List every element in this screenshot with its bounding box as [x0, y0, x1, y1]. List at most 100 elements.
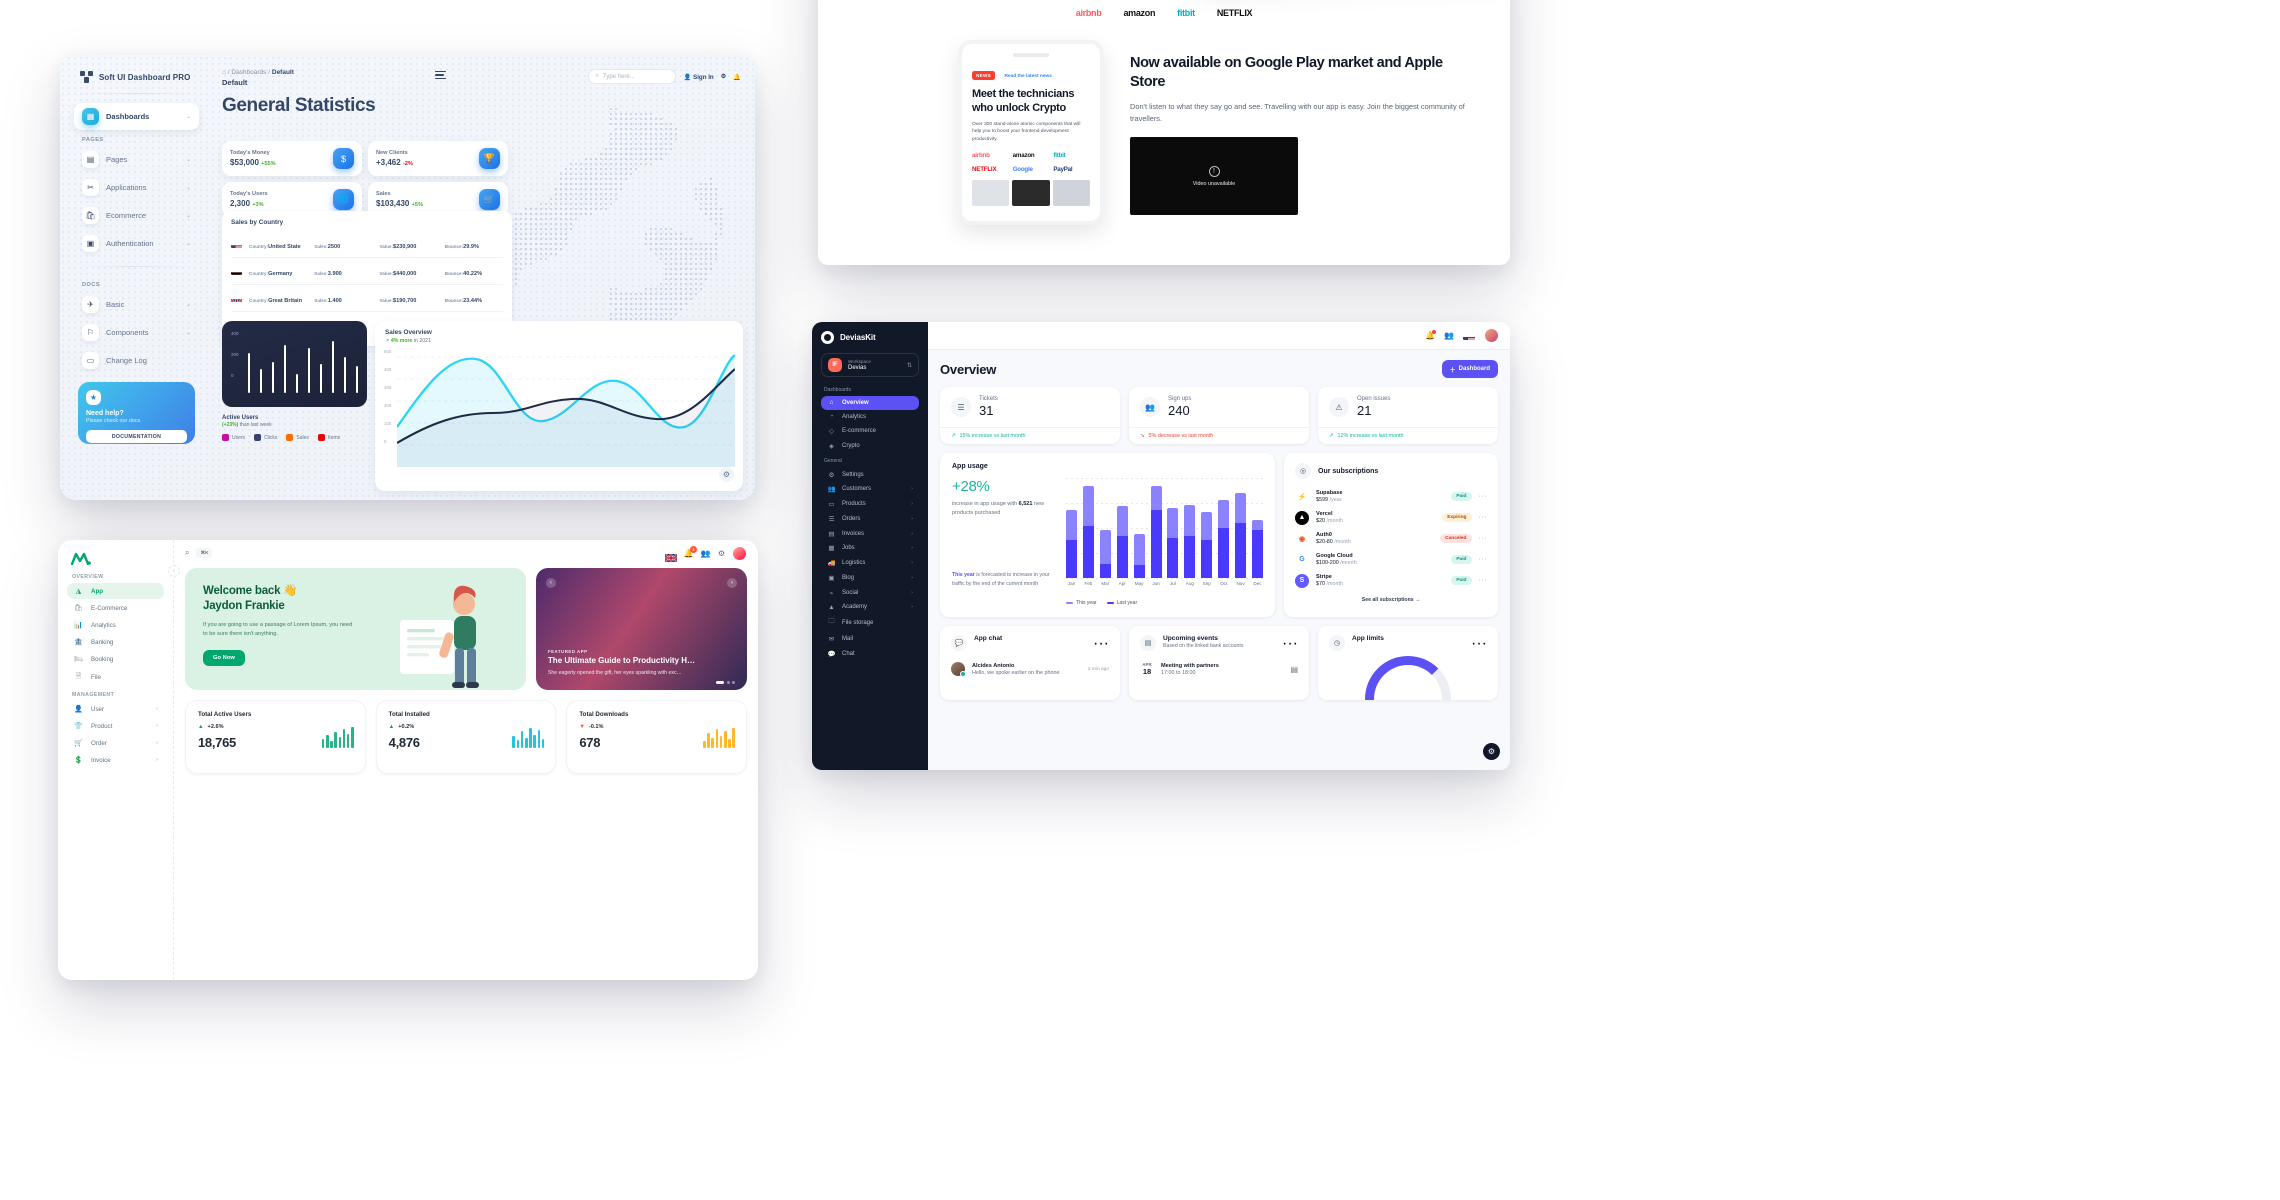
dashboard-button[interactable]: ＋ Dashboard: [1441, 360, 1498, 378]
sidebar-item-app[interactable]: ◮ App: [67, 583, 164, 599]
breadcrumb-dashboards[interactable]: Dashboards: [231, 69, 267, 76]
contacts-icon[interactable]: 👥: [1444, 331, 1454, 340]
sidebar-item-academy[interactable]: ▲ Academy ›: [821, 600, 919, 614]
sidebar-item-applications[interactable]: ✂ Applications ⌄: [74, 174, 199, 201]
bell-icon[interactable]: 🔔 4: [684, 545, 697, 558]
sidebar-item-customers[interactable]: 👥 Customers ›: [821, 482, 919, 497]
news-link[interactable]: Read the latest news: [1004, 74, 1052, 79]
more-options-icon[interactable]: ···: [1282, 635, 1298, 652]
contacts-icon[interactable]: 👥: [700, 548, 711, 558]
workspace-switcher[interactable]: IF Workspace Devias ⇅: [821, 353, 919, 377]
event-row[interactable]: APR 18 Meeting with partners 17:00 to 18…: [1140, 662, 1298, 676]
sparkline-bar: [529, 728, 532, 748]
stat-card-new-clients[interactable]: New Clients +3,462 -2% 🏆: [368, 141, 508, 176]
x-tick: Feb: [1084, 581, 1093, 586]
table-row[interactable]: Country:United State Sales:2500 Value:$230…: [231, 231, 503, 257]
stat-card-signups[interactable]: 👥 Sign ups 240 ↘ 5% decrease vs last mon…: [1129, 387, 1309, 444]
stat-card-total-installed[interactable]: Total Installed ▲ +0.2% 4,876: [375, 700, 557, 774]
subscription-name: Google Cloud: [1316, 553, 1353, 559]
sidebar-collapse-button[interactable]: ‹: [168, 565, 180, 577]
menu-toggle-icon[interactable]: [435, 69, 447, 81]
uk-flag-icon[interactable]: [664, 549, 678, 563]
avatar[interactable]: [1484, 328, 1499, 343]
sidebar-item-file-storage[interactable]: 🗀 File storage: [821, 614, 919, 632]
bar-column: [1066, 510, 1077, 578]
more-options-icon[interactable]: ···: [1478, 493, 1487, 500]
sidebar-item-invoices[interactable]: ▤ Invoices ›: [821, 526, 919, 541]
home-icon[interactable]: ⌂: [222, 69, 226, 76]
table-row[interactable]: Country:Germany Sales:3.900 Value:$440,000…: [231, 257, 503, 284]
stat-card-todays-money[interactable]: Today's Money $53,000 +55% $: [222, 141, 362, 176]
settings-icon[interactable]: ⚙: [717, 548, 725, 558]
stat-card-tickets[interactable]: ☰ Tickets 31 ↗ 15% increase vs last mont…: [940, 387, 1120, 444]
subscription-row[interactable]: ▲ Vercel $20 /month Expiring ···: [1295, 507, 1487, 528]
more-options-icon[interactable]: ···: [1478, 556, 1487, 563]
documentation-button[interactable]: DOCUMENTATION: [86, 430, 187, 443]
sidebar-item-basic[interactable]: ✈ Basic ⌄: [74, 291, 199, 318]
sidebar-item-analytics[interactable]: 📊 Analytics: [67, 617, 164, 633]
sidebar-item-invoice[interactable]: 💲 Invoice ›: [67, 752, 164, 768]
stat-card-total-active-users[interactable]: Total Active Users ▲ +2.6% 18,765: [185, 700, 366, 774]
sidebar-item-booking[interactable]: 🛏 Booking: [67, 651, 164, 667]
sidebar-item-crypto[interactable]: ◈ Crypto: [821, 438, 919, 453]
search-icon[interactable]: ⌕: [185, 548, 190, 557]
carousel-next-button[interactable]: ›: [727, 578, 737, 588]
sidebar-item-product[interactable]: 👕 Product ›: [67, 718, 164, 734]
more-options-icon[interactable]: ···: [1093, 635, 1109, 652]
subscription-row[interactable]: ⚡ Supabase $599 /year Paid ···: [1295, 486, 1487, 507]
sidebar-item-social[interactable]: ⌁ Social ›: [821, 585, 919, 600]
avatar[interactable]: [732, 545, 747, 561]
sidebar-item-authentication[interactable]: ▣ Authentication ⌄: [74, 230, 199, 257]
softui-brand[interactable]: Soft UI Dashboard PRO: [74, 65, 199, 84]
sidebar-item-settings[interactable]: ⚙ Settings: [821, 467, 919, 482]
more-options-icon[interactable]: ···: [1478, 514, 1487, 521]
search-input[interactable]: ⌕ Type here...: [587, 69, 676, 84]
sidebar-item-logistics[interactable]: 🚚 Logistics ›: [821, 556, 919, 571]
notifications-icon[interactable]: 🔔: [1425, 330, 1437, 340]
carousel-prev-button[interactable]: ‹: [545, 578, 556, 588]
sidebar-item-pages[interactable]: ▤ Pages ⌄: [74, 146, 199, 173]
more-options-icon[interactable]: ···: [1471, 635, 1487, 652]
sidebar-item-overview[interactable]: ⌂ Overview: [821, 396, 919, 410]
sidebar-item-changelog[interactable]: ▭ Change Log: [74, 347, 199, 374]
more-options-icon[interactable]: ···: [1478, 535, 1487, 542]
see-all-subscriptions-link[interactable]: See all subscriptions →: [1361, 597, 1421, 603]
subscription-row[interactable]: ◉ Auth0 $20-80 /month Canceled ···: [1295, 528, 1487, 549]
sidebar-item-orders[interactable]: ☰ Orders ›: [821, 511, 919, 526]
sidebar-item-mail[interactable]: ✉ Mail: [821, 632, 919, 647]
video-player[interactable]: ! Video unavailable: [1130, 137, 1298, 216]
minimal-logo-icon[interactable]: [70, 552, 91, 566]
sidebar-item-products[interactable]: ▭ Products ›: [821, 497, 919, 512]
app-limits-title: App limits: [1352, 635, 1384, 642]
sidebar-item-jobs[interactable]: ▦ Jobs ›: [821, 541, 919, 556]
sidebar-item-ecommerce[interactable]: 🛍 Ecommerce ⌄: [74, 202, 199, 229]
subscription-row[interactable]: G Google Cloud $100-200 /month Paid ···: [1295, 549, 1487, 570]
sidebar-item-components[interactable]: ⚐ Components ⌄: [74, 319, 199, 346]
chat-message-row[interactable]: Alcides Antonio Hello, we spoke earlier …: [951, 662, 1109, 677]
sidebar-item-e-commerce[interactable]: 🛍 E-Commerce: [67, 600, 164, 616]
gear-icon[interactable]: ⚙: [720, 73, 727, 80]
language-flag-icon[interactable]: [1463, 332, 1475, 340]
carousel-dots[interactable]: [716, 681, 735, 684]
sidebar-item-file[interactable]: 🗎 File: [67, 668, 164, 687]
sidebar-item-e-commerce[interactable]: ◇ E-commerce: [821, 424, 919, 439]
stat-card-open-issues[interactable]: ⚠ Open issues 21 ↗ 12% increase vs last …: [1318, 387, 1498, 444]
bell-icon[interactable]: 🔔: [733, 73, 741, 81]
sidebar-item-blog[interactable]: ▣ Blog ›: [821, 571, 919, 586]
devias-brand[interactable]: DeviasKit: [821, 331, 919, 344]
table-row[interactable]: Country:Great Britain Sales:1.400 Value:$1…: [231, 284, 503, 311]
signin-button[interactable]: 👤 Sign In: [683, 73, 714, 81]
more-options-icon[interactable]: ···: [1478, 577, 1487, 584]
gear-icon[interactable]: ⚙: [719, 467, 734, 482]
sidebar-item-dashboards[interactable]: ▦ Dashboards ⌄: [74, 103, 199, 130]
subscription-row[interactable]: S Stripe $70 /month Paid ···: [1295, 570, 1487, 591]
trend-down-icon: ↘: [1140, 433, 1145, 439]
sidebar-item-banking[interactable]: 🏦 Banking: [67, 634, 164, 650]
sidebar-item-order[interactable]: 🛒 Order ›: [67, 735, 164, 751]
stat-card-total-downloads[interactable]: Total Downloads ▼ -0.1% 678: [566, 700, 748, 774]
settings-fab-button[interactable]: ⚙: [1483, 743, 1500, 760]
go-now-button[interactable]: Go Now: [203, 650, 245, 667]
sidebar-item-analytics[interactable]: ◔ Analytics: [821, 410, 919, 424]
sidebar-item-chat[interactable]: 💬 Chat: [821, 647, 919, 662]
sidebar-item-user[interactable]: 👤 User ›: [67, 701, 164, 717]
